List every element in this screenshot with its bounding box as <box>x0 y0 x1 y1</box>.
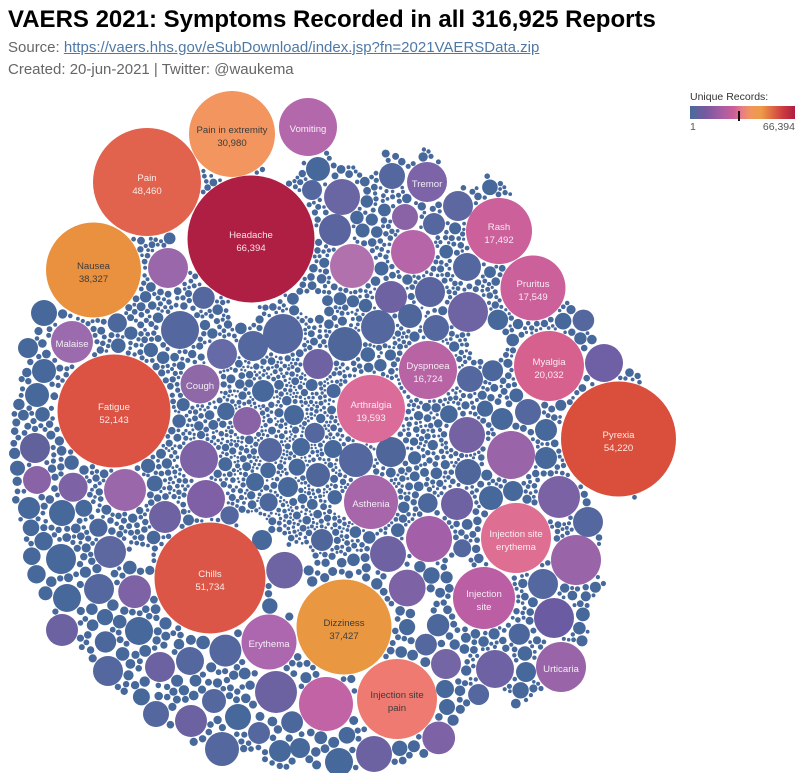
svg-text:pain: pain <box>388 703 406 714</box>
svg-text:Malaise: Malaise <box>55 339 88 350</box>
svg-text:Nausea: Nausea <box>77 261 111 272</box>
svg-text:Pruritus: Pruritus <box>516 279 549 290</box>
svg-text:Pain in extremity: Pain in extremity <box>197 125 268 136</box>
svg-text:Dyspnoea: Dyspnoea <box>406 361 450 372</box>
svg-text:Pyrexia: Pyrexia <box>603 430 636 441</box>
svg-text:Injection site: Injection site <box>370 690 423 701</box>
svg-text:site: site <box>477 602 492 613</box>
svg-text:Chills: Chills <box>198 569 222 580</box>
svg-text:20,032: 20,032 <box>534 370 563 381</box>
svg-text:16,724: 16,724 <box>413 374 443 385</box>
svg-text:Rash: Rash <box>488 222 510 233</box>
svg-text:Injection: Injection <box>466 589 502 600</box>
svg-text:Arthralgia: Arthralgia <box>350 400 392 411</box>
svg-text:38,327: 38,327 <box>79 274 108 285</box>
svg-text:52,143: 52,143 <box>99 415 128 426</box>
svg-text:Injection site: Injection site <box>489 529 542 540</box>
svg-text:Tremor: Tremor <box>412 179 443 190</box>
svg-text:30,980: 30,980 <box>217 138 246 149</box>
svg-text:19,593: 19,593 <box>356 413 385 424</box>
svg-text:51,734: 51,734 <box>195 582 225 593</box>
svg-text:Urticaria: Urticaria <box>543 664 579 675</box>
svg-text:Erythema: Erythema <box>248 639 290 650</box>
svg-text:54,220: 54,220 <box>604 443 633 454</box>
svg-text:Asthenia: Asthenia <box>352 499 390 510</box>
svg-text:66,394: 66,394 <box>236 243 266 254</box>
svg-text:erythema: erythema <box>496 542 537 553</box>
svg-text:48,460: 48,460 <box>132 186 161 197</box>
svg-text:Pain: Pain <box>137 173 156 184</box>
svg-text:17,549: 17,549 <box>518 292 547 303</box>
svg-text:Fatigue: Fatigue <box>98 402 130 413</box>
svg-text:17,492: 17,492 <box>484 235 513 246</box>
svg-text:Vomiting: Vomiting <box>290 124 327 135</box>
svg-text:Headache: Headache <box>229 230 273 241</box>
svg-text:Myalgia: Myalgia <box>532 357 566 368</box>
svg-text:Cough: Cough <box>186 381 214 392</box>
svg-text:37,427: 37,427 <box>329 631 358 642</box>
svg-text:Dizziness: Dizziness <box>323 618 364 629</box>
